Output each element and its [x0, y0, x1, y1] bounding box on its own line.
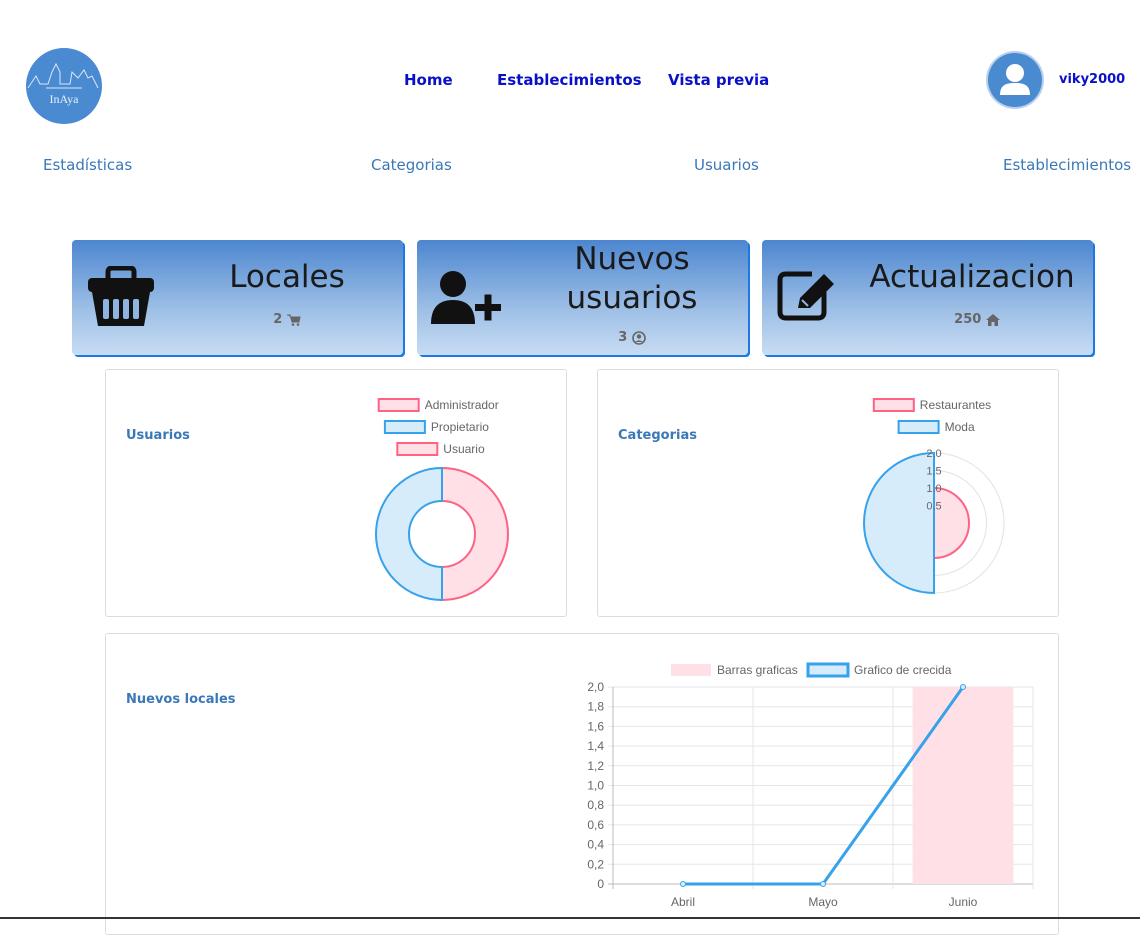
edit-icon [777, 271, 834, 321]
bar-2 [912, 687, 1014, 884]
bar-line-chart[interactable]: Barras graficas Grafico de crecida 0 0,2 0,4… [106, 634, 1058, 934]
x-tick-label-1: Mayo [808, 895, 838, 909]
line-point-2 [960, 684, 966, 690]
y-tick-label-8: 1,6 [587, 719, 604, 733]
card-actualizacion[interactable]: Actualizacion 250 [762, 240, 1093, 355]
card-nuevos-usuarios-count: 3 [547, 330, 717, 345]
legend-swatch-1 [897, 420, 940, 434]
legend-swatch-1 [383, 420, 426, 434]
basket-icon [88, 266, 154, 326]
nav-vista-previa[interactable]: Vista previa [668, 71, 770, 89]
nav-home[interactable]: Home [404, 71, 453, 89]
y-tick-label-9: 1,8 [587, 700, 604, 714]
x-tick-label-2: Junio [949, 895, 978, 909]
user-avatar-icon [1000, 64, 1030, 95]
legend-label-bars: Barras graficas [717, 663, 798, 677]
panel-categorias: Categorias Restaurantes Moda 0.5 1.0 1.5 2.0 [597, 369, 1059, 617]
home-icon [985, 313, 1000, 326]
polar-tick-label-3: 2.0 [926, 448, 941, 460]
legend-label-0: Restaurantes [920, 398, 991, 412]
legend-swatch-bars [671, 664, 711, 676]
y-tick-label-7: 1,4 [587, 739, 604, 753]
polar-segment-0 [933, 486, 970, 560]
card-locales[interactable]: Locales 2 [72, 240, 403, 355]
polar-tick-label-0: 0.5 [926, 501, 941, 513]
card-locales-count: 2 [202, 312, 372, 327]
polar-segment-1 [863, 451, 935, 595]
logo-text: InAya [49, 92, 79, 106]
card-nuevos-usuarios-count-value: 3 [618, 330, 628, 345]
logo-skyline [27, 62, 99, 89]
panel-usuarios-label: Usuarios [126, 428, 190, 443]
doughnut-slice-0 [441, 466, 509, 602]
user-circle-icon [631, 330, 646, 345]
legend-label-line: Grafico de crecida [854, 663, 952, 677]
avatar[interactable] [988, 53, 1042, 107]
card-actualizacion-count-value: 250 [954, 312, 982, 327]
y-tick-label-3: 0,6 [587, 818, 604, 832]
subnav-estadisticas[interactable]: Estadísticas [43, 156, 133, 174]
logo[interactable]: InAya [26, 48, 102, 124]
y-tick-label-1: 0,2 [587, 857, 604, 871]
polar-area-chart[interactable]: Restaurantes Moda 0.5 1.0 1.5 2.0 [598, 370, 1058, 616]
y-tick-label-2: 0,4 [587, 838, 604, 852]
y-tick-label-4: 0,8 [587, 798, 604, 812]
y-tick-label-10: 2,0 [587, 680, 604, 694]
line-point-0 [680, 881, 686, 887]
panel-usuarios: Usuarios Administrador Propietario Usuario [105, 369, 567, 617]
user-plus-icon [431, 271, 501, 324]
polar-tick-label-1: 1.0 [926, 483, 941, 495]
card-nuevos-usuarios-title-2: usuarios [566, 280, 698, 316]
line-point-1 [820, 881, 826, 887]
card-locales-count-value: 2 [273, 312, 283, 327]
username[interactable]: viky2000 [1059, 72, 1126, 87]
y-tick-label-5: 1,0 [587, 779, 604, 793]
card-nuevos-usuarios[interactable]: Nuevos usuarios 3 [417, 240, 748, 355]
x-tick-label-0: Abril [671, 895, 695, 909]
legend-label-2: Usuario [443, 442, 485, 456]
panel-nuevos-locales-label: Nuevos locales [126, 692, 236, 707]
bottom-border [0, 917, 1140, 919]
card-locales-title: Locales [229, 259, 345, 295]
y-tick-label-0: 0 [597, 877, 604, 891]
legend-label-1: Propietario [431, 420, 489, 434]
doughnut-slice-1 [375, 466, 443, 602]
nav-establecimientos[interactable]: Establecimientos [497, 71, 642, 89]
legend-swatch-0 [377, 398, 420, 412]
panel-categorias-label: Categorias [618, 428, 697, 443]
card-nuevos-usuarios-title-1: Nuevos [574, 241, 690, 277]
legend-label-0: Administrador [425, 398, 499, 412]
legend-swatch-2 [396, 442, 439, 456]
doughnut-chart[interactable]: Administrador Propietario Usuario [106, 370, 566, 616]
legend-label-1: Moda [945, 420, 975, 434]
legend-swatch-line [806, 662, 850, 678]
panel-nuevos-locales: Nuevos locales Barras graficas Grafico de… [105, 633, 1059, 935]
card-actualizacion-count: 250 [892, 312, 1062, 327]
cart-icon [286, 314, 301, 326]
subnav-establecimientos[interactable]: Establecimientos [1003, 156, 1132, 174]
card-actualizacion-title: Actualizacion [869, 259, 1075, 295]
y-tick-label-6: 1,2 [587, 759, 604, 773]
polar-tick-label-2: 1.5 [926, 466, 941, 478]
subnav-usuarios[interactable]: Usuarios [694, 156, 759, 174]
subnav-categorias[interactable]: Categorias [371, 156, 452, 174]
legend-swatch-0 [872, 398, 915, 412]
